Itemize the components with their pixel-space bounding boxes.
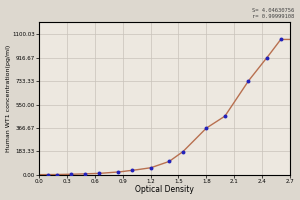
Point xyxy=(97,172,102,175)
Point xyxy=(69,173,74,176)
Point xyxy=(167,160,172,163)
X-axis label: Optical Density: Optical Density xyxy=(135,185,194,194)
Point xyxy=(278,38,283,41)
Point xyxy=(83,172,88,175)
Text: S= 4.04630756
r= 0.99999108: S= 4.04630756 r= 0.99999108 xyxy=(252,8,294,19)
Point xyxy=(181,150,185,153)
Point xyxy=(204,127,209,130)
Point xyxy=(246,80,250,83)
Point xyxy=(46,173,51,176)
Point xyxy=(130,169,134,172)
Point xyxy=(116,170,120,174)
Point xyxy=(148,166,153,169)
Point xyxy=(264,56,269,59)
Point xyxy=(223,115,227,118)
Y-axis label: Human WT1 concentration(pg/ml): Human WT1 concentration(pg/ml) xyxy=(6,45,10,152)
Point xyxy=(55,173,60,176)
